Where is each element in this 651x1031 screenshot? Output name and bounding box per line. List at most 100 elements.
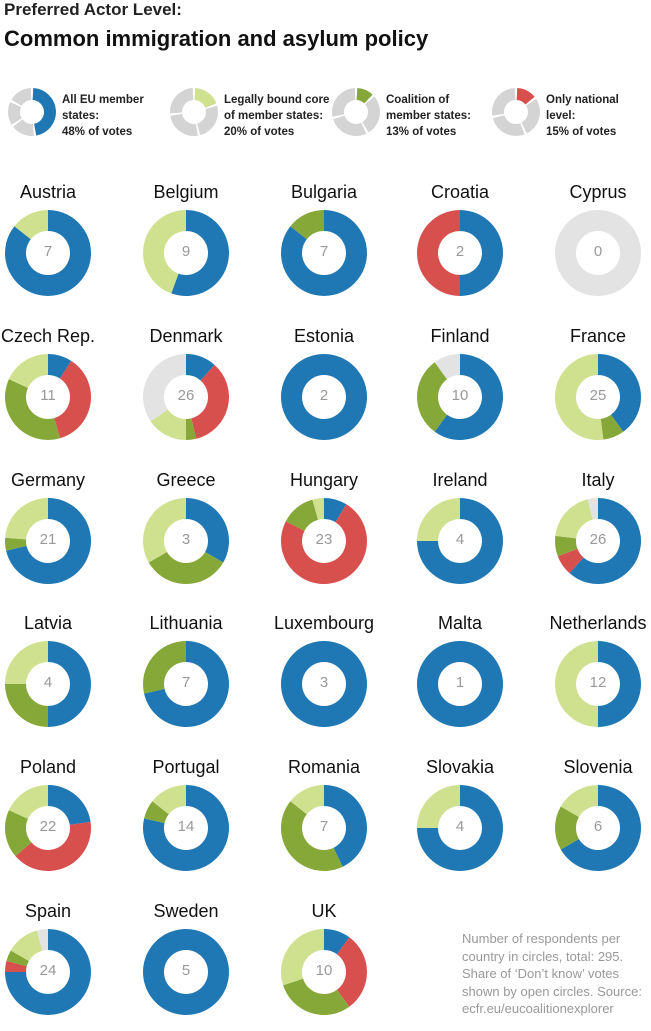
- legend-label-line: 20% of votes: [224, 126, 295, 138]
- donut-greece-slice-legally-bound: [143, 498, 186, 563]
- country-name: Denmark: [149, 326, 223, 346]
- donut-belgium: [143, 210, 229, 296]
- donut-denmark-slice-coalition: [186, 418, 197, 440]
- donut-spain-slice-all-eu: [5, 929, 91, 1015]
- chart-title: Preferred Actor Level:: [4, 0, 182, 19]
- donut-slovenia-slice-legally-bound: [560, 785, 598, 817]
- respondent-count: 22: [39, 818, 57, 835]
- legend: All EU member states: 48% of votes Legally …: [0, 86, 651, 146]
- donut-italy: [555, 498, 641, 584]
- respondent-count: 4: [455, 818, 465, 835]
- donut-croatia-slice-all-eu: [460, 210, 503, 296]
- donut-finland-slice-dont-know: [434, 354, 460, 380]
- donut-cyprus-empty-ring: [555, 210, 642, 296]
- donut-lithuania-slice-all-eu: [144, 641, 229, 727]
- legend-label-line: All EU member: [62, 94, 144, 106]
- country-name: Austria: [19, 182, 77, 202]
- donut-uk-slice-all-eu: [324, 929, 350, 955]
- chart-subtitle: Common immigration and asylum policy: [4, 26, 429, 51]
- legend-donut-legally-bound: [170, 88, 218, 136]
- country-cell-spain: Spain 24: [0, 901, 108, 1031]
- donut-hungary-slice-coalition: [285, 499, 319, 531]
- respondent-count: 11: [40, 387, 56, 404]
- donut-luxembourg-slice-all-eu: [281, 641, 368, 727]
- country-name: Croatia: [430, 182, 490, 202]
- respondent-count: 7: [181, 674, 191, 691]
- legend-label-line: states:: [62, 110, 100, 122]
- donut-italy-slice-legally-bound: [555, 499, 593, 539]
- legend-label: Legally bound core of member states: 20% o…: [224, 92, 334, 140]
- respondent-count: 1: [455, 674, 465, 691]
- donut-poland: [4, 785, 91, 871]
- country-cell-finland: Finland 10: [400, 326, 520, 456]
- donut-finland-slice-all-eu: [434, 354, 503, 440]
- donut-spain-slice-national: [5, 960, 27, 972]
- legend-national-slice-other-0: [521, 98, 540, 134]
- donut-finland-slice-coalition: [417, 362, 448, 432]
- donut-italy-slice-national: [557, 548, 584, 574]
- legend-label-line: Coalition of: [386, 94, 450, 106]
- source-note-line: ecfr.eu/eucoalitionexplorer: [462, 1001, 614, 1016]
- legend-all-eu-slice-all-eu: [32, 88, 56, 136]
- legend-coalition-slice-other-2: [332, 88, 356, 117]
- legend-coalition-slice-other-1: [333, 115, 367, 136]
- donut-france: [555, 354, 641, 440]
- donut-portugal-slice-legally-bound: [152, 785, 186, 815]
- country-name: Bulgaria: [290, 182, 358, 202]
- country-cell-slovenia: Slovenia 6: [538, 757, 651, 887]
- donut-greece-slice-all-eu: [186, 498, 229, 563]
- donut-czech-rep: [4, 354, 91, 440]
- donut-bulgaria-slice-coalition: [290, 210, 324, 240]
- donut-croatia: [417, 210, 503, 296]
- legend-label: All EU member states: 48% of votes: [62, 92, 172, 140]
- country-cell-denmark: Denmark 26: [126, 326, 246, 456]
- donut-spain: [5, 929, 91, 1015]
- legend-all-eu-slice-other-0: [13, 119, 34, 136]
- donut-germany-slice-coalition: [5, 537, 27, 551]
- respondent-count: 0: [593, 243, 603, 260]
- respondent-count: 7: [319, 243, 329, 260]
- country-cell-france: France 25: [538, 326, 651, 456]
- donut-bulgaria-slice-all-eu: [281, 210, 367, 296]
- donut-estonia: [281, 354, 368, 440]
- donut-hungary-slice-all-eu: [324, 498, 347, 523]
- donut-slovakia: [417, 785, 503, 871]
- legend-label-line: 15% of votes: [546, 126, 617, 138]
- legend-all-eu-slice-other-2: [11, 88, 32, 106]
- donut-denmark-slice-dont-know: [143, 354, 186, 422]
- donut-croatia-slice-national: [417, 210, 460, 296]
- legend-label-line: Only national: [546, 94, 619, 106]
- donut-romania-slice-all-eu: [324, 785, 367, 867]
- country-name: Cyprus: [569, 182, 627, 202]
- donut-slovenia: [555, 785, 641, 871]
- donut-belgium-slice-all-eu: [171, 210, 229, 296]
- legend-label-line: level:: [546, 110, 576, 122]
- country-name: Sweden: [153, 901, 219, 921]
- country-name: Czech Rep.: [0, 326, 96, 346]
- legend-donut-national: [492, 88, 540, 136]
- country-cell-belgium: Belgium 9: [126, 182, 246, 312]
- donut-poland-slice-national: [15, 821, 91, 871]
- country-name: Belgium: [153, 182, 219, 202]
- country-cell-sweden: Sweden 5: [126, 901, 246, 1031]
- country-cell-latvia: Latvia 4: [0, 613, 108, 743]
- legend-label-line: of member states:: [224, 110, 324, 122]
- country-cell-ireland: Ireland 4: [400, 470, 520, 600]
- donut-denmark-slice-legally-bound: [150, 409, 186, 440]
- country-cell-netherlands: Netherlands 12: [538, 613, 651, 743]
- donut-sweden: [143, 929, 230, 1015]
- country-cell-croatia: Croatia 2: [400, 182, 520, 312]
- donut-latvia-slice-legally-bound: [5, 641, 48, 684]
- donut-slovakia-slice-all-eu: [417, 785, 503, 871]
- donut-slovenia-slice-all-eu: [560, 785, 641, 871]
- donut-romania-slice-coalition: [281, 801, 343, 871]
- donut-denmark-slice-national: [191, 364, 229, 439]
- donut-romania: [281, 785, 367, 871]
- donut-netherlands-slice-all-eu: [598, 641, 641, 727]
- donut-greece-slice-coalition: [148, 552, 224, 584]
- country-name: Poland: [19, 757, 77, 777]
- donut-ireland-slice-all-eu: [417, 498, 503, 584]
- country-name: Ireland: [432, 470, 488, 490]
- donut-malta: [417, 641, 504, 727]
